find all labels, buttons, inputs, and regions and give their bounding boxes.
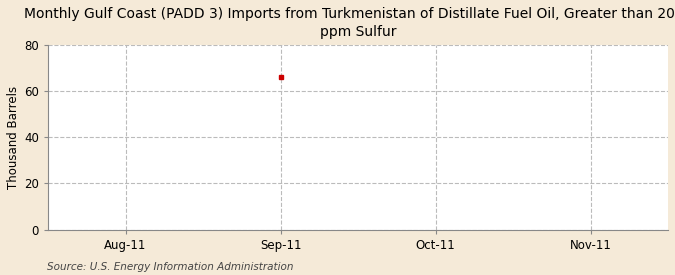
Y-axis label: Thousand Barrels: Thousand Barrels: [7, 86, 20, 189]
Title: Monthly Gulf Coast (PADD 3) Imports from Turkmenistan of Distillate Fuel Oil, Gr: Monthly Gulf Coast (PADD 3) Imports from…: [24, 7, 675, 39]
Text: Source: U.S. Energy Information Administration: Source: U.S. Energy Information Administ…: [47, 262, 294, 272]
